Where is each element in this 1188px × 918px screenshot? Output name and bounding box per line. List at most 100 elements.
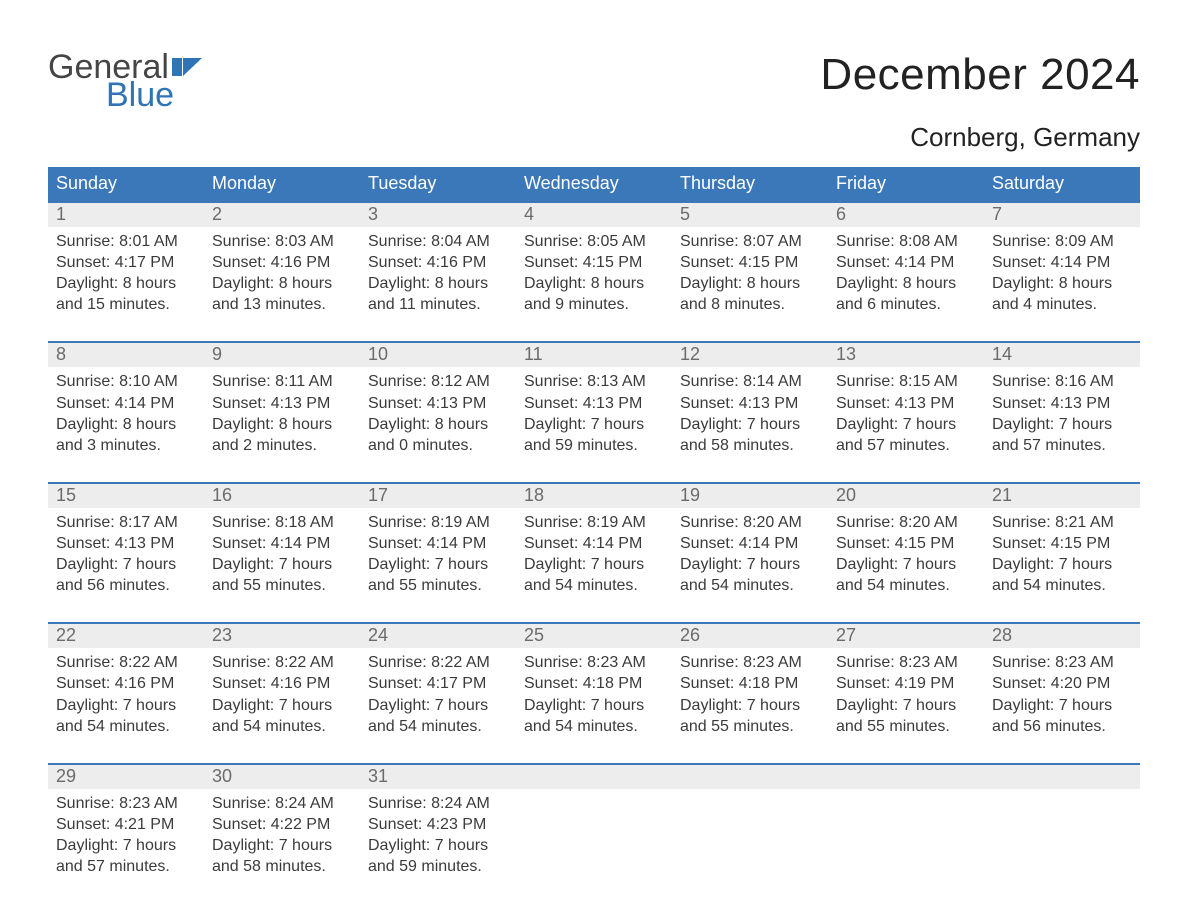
day-line: Sunrise: 8:19 AM: [368, 512, 508, 533]
col-saturday: Saturday: [984, 167, 1140, 201]
day-cell: Sunrise: 8:09 AMSunset: 4:14 PMDaylight:…: [984, 227, 1140, 315]
day-number: 8: [48, 343, 204, 367]
day-line: Sunset: 4:23 PM: [368, 814, 508, 835]
day-line: Daylight: 7 hours: [680, 414, 820, 435]
day-number: 1: [48, 203, 204, 227]
header: General Blue December 2024: [48, 50, 1140, 112]
day-line: Sunrise: 8:24 AM: [368, 793, 508, 814]
day-line: Daylight: 7 hours: [680, 695, 820, 716]
day-number: 25: [516, 624, 672, 648]
day-number: 19: [672, 484, 828, 508]
day-cell: Sunrise: 8:19 AMSunset: 4:14 PMDaylight:…: [516, 508, 672, 596]
weeks-container: 1234567Sunrise: 8:01 AMSunset: 4:17 PMDa…: [48, 201, 1140, 903]
day-line: Sunrise: 8:19 AM: [524, 512, 664, 533]
day-line: Daylight: 8 hours: [368, 273, 508, 294]
day-cell: Sunrise: 8:16 AMSunset: 4:13 PMDaylight:…: [984, 367, 1140, 455]
day-number: 31: [360, 765, 516, 789]
month-title: December 2024: [820, 50, 1140, 100]
day-line: and 54 minutes.: [992, 575, 1132, 596]
day-cell: Sunrise: 8:23 AMSunset: 4:18 PMDaylight:…: [672, 648, 828, 736]
day-line: Sunrise: 8:13 AM: [524, 371, 664, 392]
day-line: and 0 minutes.: [368, 435, 508, 456]
logo: General Blue: [48, 50, 202, 112]
day-line: Daylight: 8 hours: [212, 414, 352, 435]
day-line: Sunset: 4:14 PM: [368, 533, 508, 554]
day-number: 3: [360, 203, 516, 227]
day-cell: Sunrise: 8:03 AMSunset: 4:16 PMDaylight:…: [204, 227, 360, 315]
day-number: 22: [48, 624, 204, 648]
day-number: [672, 765, 828, 789]
day-line: Daylight: 7 hours: [368, 835, 508, 856]
day-line: Sunrise: 8:05 AM: [524, 231, 664, 252]
day-line: and 58 minutes.: [680, 435, 820, 456]
day-line: Sunset: 4:14 PM: [836, 252, 976, 273]
day-line: Daylight: 7 hours: [56, 554, 196, 575]
day-number: 6: [828, 203, 984, 227]
day-number: 10: [360, 343, 516, 367]
col-monday: Monday: [204, 167, 360, 201]
day-line: Daylight: 7 hours: [992, 695, 1132, 716]
day-line: Sunrise: 8:09 AM: [992, 231, 1132, 252]
day-line: Sunset: 4:16 PM: [56, 673, 196, 694]
day-line: Sunset: 4:15 PM: [836, 533, 976, 554]
day-line: Daylight: 7 hours: [680, 554, 820, 575]
day-line: Daylight: 8 hours: [368, 414, 508, 435]
day-cell: Sunrise: 8:22 AMSunset: 4:16 PMDaylight:…: [48, 648, 204, 736]
day-line: and 2 minutes.: [212, 435, 352, 456]
day-line: Daylight: 7 hours: [524, 695, 664, 716]
day-number: 20: [828, 484, 984, 508]
day-line: Sunset: 4:13 PM: [992, 393, 1132, 414]
day-number: [516, 765, 672, 789]
day-line: Daylight: 7 hours: [212, 554, 352, 575]
day-line: Sunrise: 8:23 AM: [56, 793, 196, 814]
day-number-row: 22232425262728: [48, 624, 1140, 648]
col-wednesday: Wednesday: [516, 167, 672, 201]
location: Cornberg, Germany: [48, 122, 1140, 153]
week: 15161718192021Sunrise: 8:17 AMSunset: 4:…: [48, 482, 1140, 622]
day-line: Daylight: 8 hours: [212, 273, 352, 294]
day-line: and 54 minutes.: [524, 575, 664, 596]
col-thursday: Thursday: [672, 167, 828, 201]
day-line: Sunset: 4:13 PM: [212, 393, 352, 414]
day-line: Sunset: 4:13 PM: [836, 393, 976, 414]
day-line: Sunrise: 8:23 AM: [680, 652, 820, 673]
day-line: Sunset: 4:15 PM: [524, 252, 664, 273]
day-line: Sunrise: 8:08 AM: [836, 231, 976, 252]
day-number: 11: [516, 343, 672, 367]
week: 891011121314Sunrise: 8:10 AMSunset: 4:14…: [48, 341, 1140, 481]
day-cell: [516, 789, 672, 877]
day-number: 21: [984, 484, 1140, 508]
col-friday: Friday: [828, 167, 984, 201]
day-line: Daylight: 7 hours: [836, 695, 976, 716]
day-number: 5: [672, 203, 828, 227]
day-line: Daylight: 8 hours: [680, 273, 820, 294]
day-cell: Sunrise: 8:12 AMSunset: 4:13 PMDaylight:…: [360, 367, 516, 455]
day-line: Sunrise: 8:23 AM: [836, 652, 976, 673]
day-body-row: Sunrise: 8:01 AMSunset: 4:17 PMDaylight:…: [48, 227, 1140, 341]
day-number: 28: [984, 624, 1140, 648]
day-line: Sunset: 4:13 PM: [56, 533, 196, 554]
day-line: Daylight: 8 hours: [992, 273, 1132, 294]
day-line: Sunset: 4:15 PM: [680, 252, 820, 273]
day-line: Sunrise: 8:23 AM: [524, 652, 664, 673]
day-line: Sunrise: 8:10 AM: [56, 371, 196, 392]
day-number: 14: [984, 343, 1140, 367]
day-line: Sunset: 4:17 PM: [368, 673, 508, 694]
day-number: 12: [672, 343, 828, 367]
day-line: and 55 minutes.: [368, 575, 508, 596]
day-number: 30: [204, 765, 360, 789]
day-line: and 59 minutes.: [524, 435, 664, 456]
day-line: and 54 minutes.: [836, 575, 976, 596]
day-line: and 56 minutes.: [992, 716, 1132, 737]
col-tuesday: Tuesday: [360, 167, 516, 201]
day-line: Daylight: 7 hours: [212, 835, 352, 856]
day-line: Sunset: 4:16 PM: [212, 673, 352, 694]
day-line: and 3 minutes.: [56, 435, 196, 456]
day-cell: Sunrise: 8:20 AMSunset: 4:15 PMDaylight:…: [828, 508, 984, 596]
day-line: and 57 minutes.: [992, 435, 1132, 456]
day-line: Sunrise: 8:07 AM: [680, 231, 820, 252]
day-line: Sunset: 4:22 PM: [212, 814, 352, 835]
day-cell: [672, 789, 828, 877]
day-line: and 6 minutes.: [836, 294, 976, 315]
day-number: 16: [204, 484, 360, 508]
